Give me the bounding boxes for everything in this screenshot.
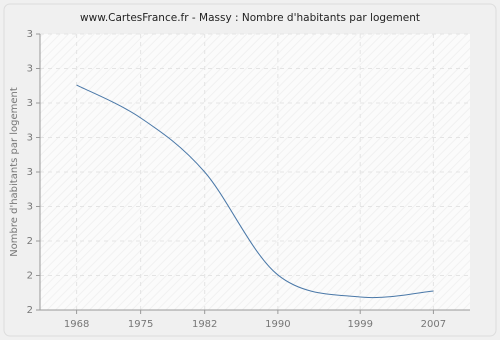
x-tick-label: 1999: [347, 319, 372, 330]
data-line: [76, 84, 434, 299]
chart-title: www.CartesFrance.fr - Massy : Nombre d'h…: [80, 12, 420, 24]
x-tick-label: 2007: [421, 319, 446, 330]
plot-area: [40, 34, 470, 310]
y-tick-label: 3: [27, 29, 33, 40]
y-tick-label: 3: [27, 202, 33, 213]
y-tick-label: 2: [27, 236, 33, 247]
x-tick-label: 1968: [64, 319, 89, 330]
x-tick-label: 1990: [265, 319, 290, 330]
y-tick-label: 3: [27, 64, 33, 75]
y-tick-label: 3: [27, 133, 33, 144]
y-axis-label: Nombre d'habitants par logement: [9, 87, 20, 257]
y-tick-label: 3: [27, 167, 33, 178]
x-tick-label: 1982: [192, 319, 217, 330]
y-tick-label: 2: [27, 305, 33, 316]
y-tick-label: 2: [27, 271, 33, 282]
x-tick-label: 1975: [128, 319, 153, 330]
y-tick-label: 3: [27, 98, 33, 109]
